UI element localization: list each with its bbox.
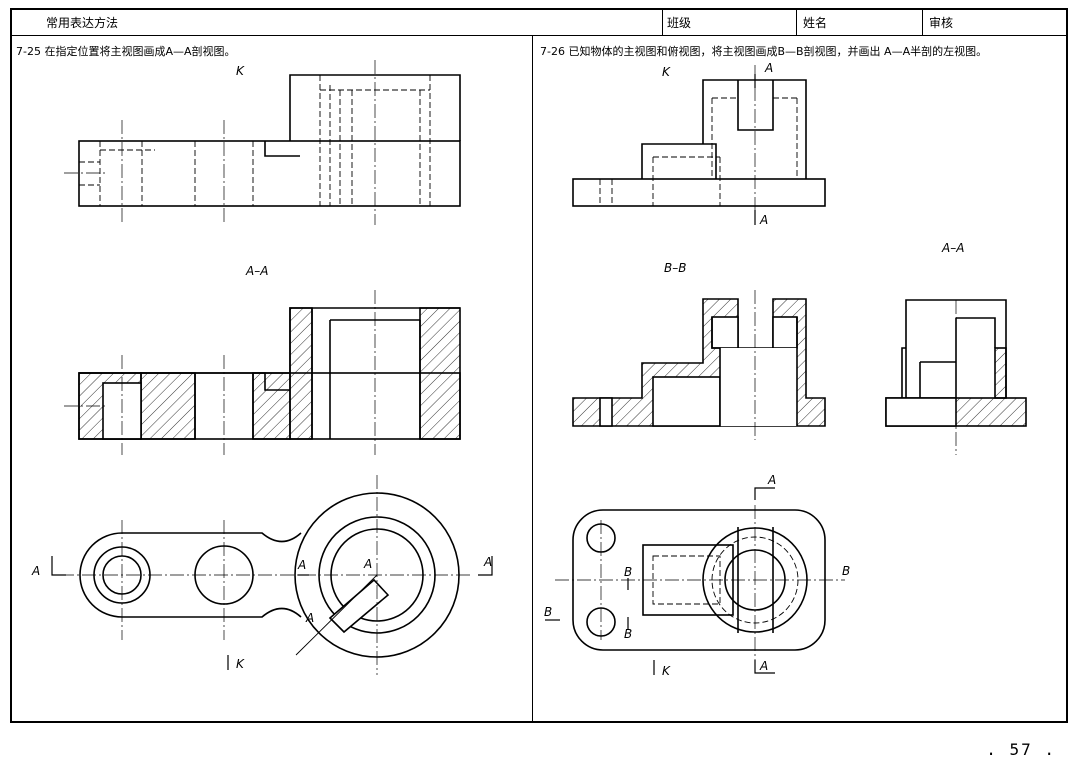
sheet-title: 常用表达方法 [46,16,119,30]
p26-view-k-label: K [662,65,671,79]
p25-cut-mid-top-label: A [297,558,306,572]
p25-cut-mid-low-label: A [305,611,314,625]
class-field: 班级 [662,10,796,36]
review-field: 审核 [922,10,1068,36]
p25-cut-center-label: A [363,557,372,571]
section-aa-7-26 [885,299,1027,455]
p26-arrow-k-label: K [662,664,671,678]
p26-cut-a-top-label: A [764,61,773,75]
top-view-7-25 [51,475,493,675]
p26-plan-b-mid-low-label: B [624,627,632,641]
p25-arrow-k-label: K [236,657,245,671]
p25-section-title: A–A [245,264,268,278]
caption-7-25: 7-25 在指定位置将主视图画成A—A剖视图。 [16,45,236,58]
section-view-7-25 [64,290,461,455]
p26-plan-a-bottom-label: A [759,659,768,673]
p25-cut-right-label: A [483,555,492,569]
p25-cut-left-label: A [31,564,40,578]
panel-divider [532,36,533,723]
p25-view-k-label: K [236,64,245,78]
front-view-7-26 [572,65,826,225]
p26-plan-b-mid-top-label: B [624,565,632,579]
caption-7-26: 7-26 已知物体的主视图和俯视图，将主视图画成B—B剖视图，并画出 A—A半剖… [540,45,988,58]
drawing-sheet: 常用表达方法 班级 姓名 审核 7-25 在指定位置将主视图画成A—A剖视图。 … [10,8,1068,723]
p26-plan-b-left-label: B [544,605,552,619]
p26-section-bb-title: B–B [664,261,686,275]
p26-cut-a-bottom-label: A [759,213,768,227]
p26-plan-a-top-label: A [767,473,776,487]
p26-plan-b-right-label: B [842,564,850,578]
front-view-7-25 [64,60,461,225]
p26-section-aa-title: A–A [941,241,964,255]
top-view-7-26 [545,487,845,675]
title-block: 常用表达方法 班级 姓名 审核 [12,10,1066,36]
name-field: 姓名 [796,10,922,36]
section-bb-7-26 [572,290,826,440]
page-number: . 57 . [986,740,1056,759]
